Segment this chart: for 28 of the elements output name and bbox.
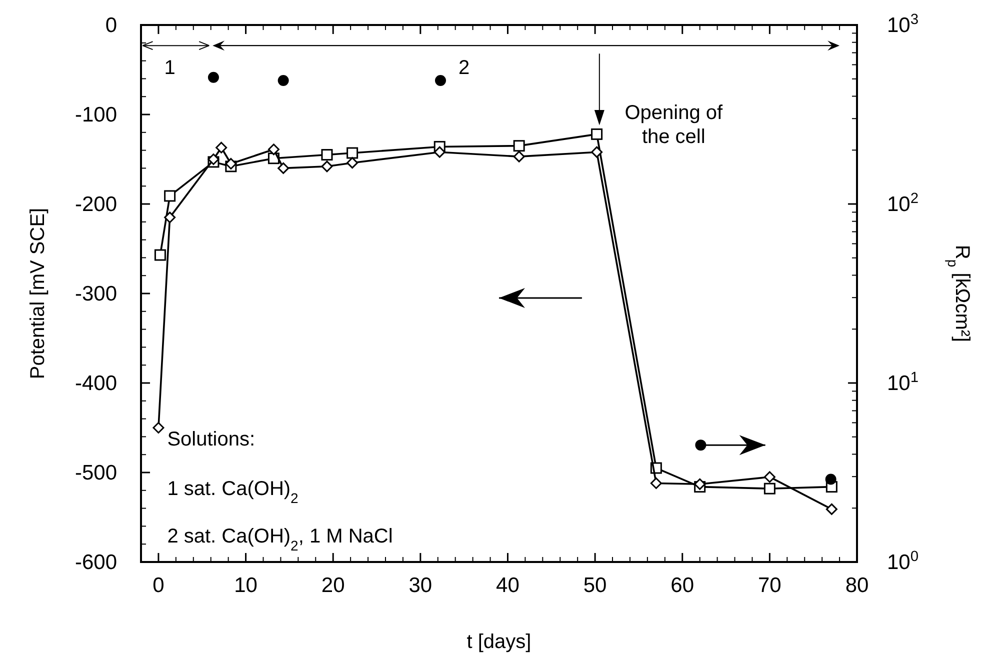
y-tick-label: -400 (74, 372, 117, 395)
y2-tick-label: 10$^{2}$ (887, 191, 919, 216)
annotation: 2 sat. Ca(OH)$_{2}$, 1 M NaCl (167, 525, 393, 554)
y-tick-label: -600 (74, 551, 117, 574)
y-tick-label: -200 (74, 193, 117, 216)
y-tick-label: -500 (74, 462, 117, 484)
y-tick-label: -300 (74, 282, 117, 306)
y2-tick-label: 10$^{0}$ (887, 549, 919, 574)
x-tick-label: 20 (321, 574, 345, 597)
x-tick-label: 60 (670, 574, 694, 597)
y2-tick-label: 10$^{1}$ (887, 370, 919, 395)
x-tick-label: 70 (758, 574, 782, 597)
annotation: 1 sat. Ca(OH)$_{2}$ (167, 478, 299, 506)
x-tick-label: 80 (845, 574, 869, 597)
x-tick-label: 30 (408, 574, 432, 597)
annotation: Opening of the cell (624, 102, 723, 148)
x-tick-label: 50 (583, 574, 607, 597)
x-tick-label: 10 (234, 574, 258, 597)
x-axis-title: t [days] (466, 631, 532, 653)
x-tick-label: 0 (152, 574, 164, 597)
x-tick-label: 40 (496, 574, 520, 597)
y-tick-label: -100 (74, 104, 117, 126)
y2-tick-label: 10$^{3}$ (887, 12, 919, 37)
annotation: 1 (164, 57, 176, 80)
y-axis-title: Potential [mV SCE] (27, 208, 49, 380)
annotation: 2 (458, 57, 470, 80)
annotation: Solutions: (167, 428, 256, 451)
y-tick-label: 0 (105, 14, 117, 37)
